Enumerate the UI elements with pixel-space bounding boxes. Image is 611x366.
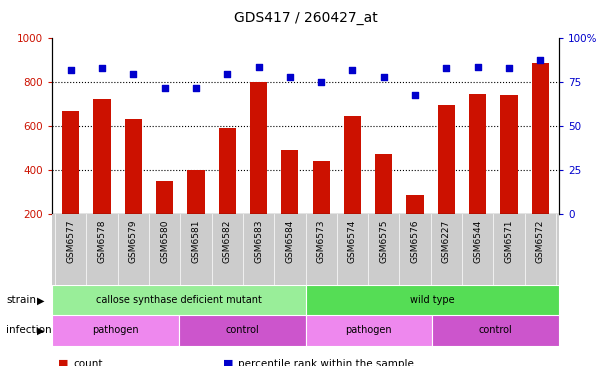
Point	[442, 66, 452, 71]
Text: GSM6577: GSM6577	[66, 220, 75, 263]
Bar	[433, 315, 559, 346]
Point	[316, 79, 326, 85]
Text: ■: ■	[223, 359, 233, 366]
Bar	[250, 82, 267, 258]
Bar	[375, 154, 392, 258]
Point	[379, 74, 389, 80]
Text: GSM6227: GSM6227	[442, 220, 451, 263]
Text: GSM6575: GSM6575	[379, 220, 388, 263]
Bar	[306, 285, 559, 315]
Bar	[469, 94, 486, 258]
Text: ▶: ▶	[37, 295, 45, 306]
Text: pathogen: pathogen	[346, 325, 392, 336]
Text: GSM6572: GSM6572	[536, 220, 545, 263]
Bar	[406, 195, 423, 258]
Text: control: control	[225, 325, 259, 336]
Bar	[532, 63, 549, 258]
Bar	[281, 150, 298, 258]
Point	[222, 71, 232, 76]
Bar	[179, 315, 306, 346]
Point	[159, 85, 169, 90]
Point	[473, 64, 483, 70]
Point	[535, 57, 545, 63]
Text: GSM6574: GSM6574	[348, 220, 357, 263]
Text: GSM6579: GSM6579	[129, 220, 138, 263]
Bar	[500, 95, 518, 258]
Point	[254, 64, 263, 70]
Bar	[313, 161, 330, 258]
Bar	[188, 170, 205, 258]
Text: strain: strain	[6, 295, 36, 306]
Point	[128, 71, 138, 76]
Text: percentile rank within the sample: percentile rank within the sample	[238, 359, 414, 366]
Text: GSM6576: GSM6576	[411, 220, 420, 263]
Text: pathogen: pathogen	[92, 325, 139, 336]
Bar	[52, 315, 179, 346]
Bar	[93, 99, 111, 258]
Text: GSM6583: GSM6583	[254, 220, 263, 263]
Text: GSM6578: GSM6578	[98, 220, 106, 263]
Text: GSM6581: GSM6581	[191, 220, 200, 263]
Bar	[62, 111, 79, 258]
Point	[66, 67, 76, 73]
Bar	[156, 181, 174, 258]
Bar	[219, 128, 236, 258]
Text: GSM6582: GSM6582	[223, 220, 232, 263]
Text: count: count	[73, 359, 103, 366]
Point	[410, 92, 420, 98]
Text: GSM6571: GSM6571	[505, 220, 513, 263]
Bar	[52, 285, 306, 315]
Text: control: control	[479, 325, 513, 336]
Text: GSM6584: GSM6584	[285, 220, 295, 263]
Text: ▶: ▶	[37, 325, 45, 336]
Point	[191, 85, 201, 90]
Point	[97, 66, 107, 71]
Bar	[306, 315, 433, 346]
Point	[348, 67, 357, 73]
Text: GSM6544: GSM6544	[473, 220, 482, 263]
Bar	[125, 119, 142, 258]
Bar	[437, 105, 455, 258]
Text: callose synthase deficient mutant: callose synthase deficient mutant	[96, 295, 262, 306]
Bar	[344, 116, 361, 258]
Point	[504, 66, 514, 71]
Text: wild type: wild type	[410, 295, 455, 306]
Point	[285, 74, 295, 80]
Text: infection: infection	[6, 325, 52, 336]
Text: ■: ■	[58, 359, 68, 366]
Text: GSM6573: GSM6573	[316, 220, 326, 263]
Text: GDS417 / 260427_at: GDS417 / 260427_at	[233, 11, 378, 25]
Text: GSM6580: GSM6580	[160, 220, 169, 263]
